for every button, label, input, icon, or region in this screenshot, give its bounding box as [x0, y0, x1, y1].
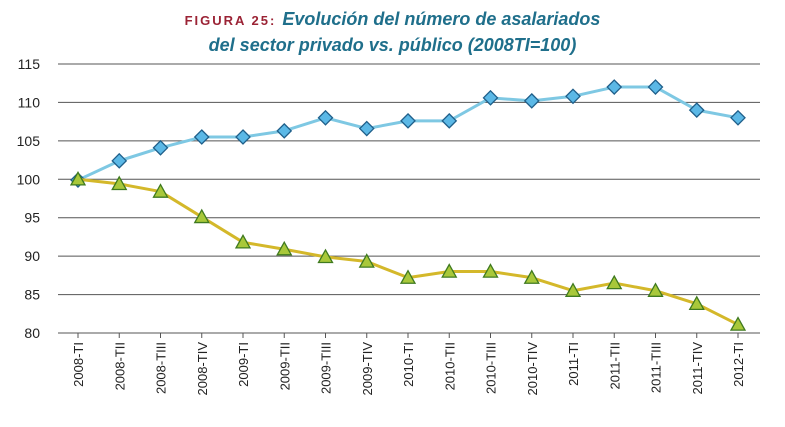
x-tick-label: 2011-TI: [566, 342, 581, 386]
data-point-diamond: [606, 79, 623, 95]
data-point-diamond: [193, 129, 210, 145]
x-tick-label: 2011-TIV: [690, 342, 705, 395]
chart-title-line-2: del sector privado vs. público (2008TI=1…: [0, 32, 785, 58]
data-point-triangle: [688, 295, 705, 311]
data-point-diamond: [647, 79, 664, 95]
title-text-line-1: Evolución del número de asalariados: [282, 9, 601, 29]
y-axis: 80 85 90 95 100 105 110 115: [17, 56, 41, 341]
data-point-diamond: [441, 112, 458, 129]
y-tick-label: 95: [24, 210, 40, 226]
figure-label: FIGURA 25:: [184, 13, 277, 28]
y-tick-label: 80: [24, 325, 40, 341]
chart-title: FIGURA 25: Evolución del número de asalar…: [0, 6, 785, 58]
x-tick-label: 2009-TI: [236, 342, 251, 387]
data-point-diamond: [317, 109, 334, 126]
data-point-triangle: [482, 263, 499, 278]
data-point-diamond: [235, 129, 251, 145]
data-point-triangle: [523, 269, 540, 284]
x-axis: 2008-TI 2008-TII 2008-TIII 2008-TIV 2009-TI 2…: [71, 333, 746, 395]
x-tick-label: 2010-TIV: [525, 342, 540, 396]
title-text-line-2: del sector privado vs. público (2008TI=1…: [208, 35, 577, 55]
series-2: [69, 170, 747, 331]
x-tick-label: 2009-TII: [277, 342, 292, 390]
data-point-diamond: [565, 88, 581, 105]
data-point-diamond: [400, 112, 416, 129]
data-point-triangle: [69, 170, 87, 186]
y-tick-label: 85: [24, 287, 40, 303]
data-point-diamond: [730, 109, 746, 126]
series-line-1: [77, 85, 739, 182]
y-tick-label: 110: [18, 94, 41, 110]
chart-title-line-1: FIGURA 25: Evolución del número de asalar…: [0, 6, 785, 32]
data-point-triangle: [399, 269, 417, 284]
gridlines: [58, 63, 760, 334]
x-tick-label: 2012-TI: [731, 342, 746, 387]
data-point-triangle: [729, 316, 747, 331]
x-tick-label: 2008-TIII: [154, 342, 169, 394]
data-point-triangle: [358, 253, 375, 268]
data-point-triangle: [234, 233, 252, 249]
x-tick-label: 2011-TIII: [649, 342, 664, 393]
data-point-triangle: [276, 240, 293, 256]
series-1: [70, 79, 746, 188]
data-point-triangle: [564, 282, 582, 297]
x-tick-label: 2011-TII: [607, 342, 622, 389]
data-point-diamond: [482, 89, 499, 106]
data-point-triangle: [111, 175, 128, 191]
data-point-diamond: [688, 102, 705, 119]
data-point-diamond: [358, 120, 375, 137]
data-point-triangle: [441, 263, 458, 278]
data-point-diamond: [152, 139, 169, 156]
y-tick-label: 90: [24, 248, 40, 264]
x-tick-label: 2010-TIII: [484, 342, 499, 394]
data-point-triangle: [152, 183, 169, 198]
series-group: [69, 79, 747, 331]
x-tick-label: 2008-TIV: [195, 342, 210, 396]
data-point-triangle: [193, 208, 210, 224]
data-point-triangle: [606, 274, 623, 290]
data-point-triangle: [317, 248, 334, 264]
x-tick-label: 2008-TII: [112, 342, 127, 390]
y-tick-label: 105: [17, 133, 41, 149]
y-tick-label: 115: [18, 56, 41, 72]
series-line-2: [77, 177, 739, 326]
x-tick-label: 2010-TI: [401, 342, 416, 387]
y-tick-label: 100: [17, 171, 41, 187]
data-point-diamond: [276, 122, 293, 139]
data-point-diamond: [111, 152, 128, 169]
x-tick-label: 2010-TII: [442, 342, 457, 390]
data-point-triangle: [647, 282, 664, 297]
x-tick-label: 2009-TIV: [360, 342, 375, 396]
data-point-diamond: [523, 92, 540, 109]
x-tick-label: 2009-TIII: [319, 342, 334, 394]
x-tick-label: 2008-TI: [71, 342, 86, 387]
